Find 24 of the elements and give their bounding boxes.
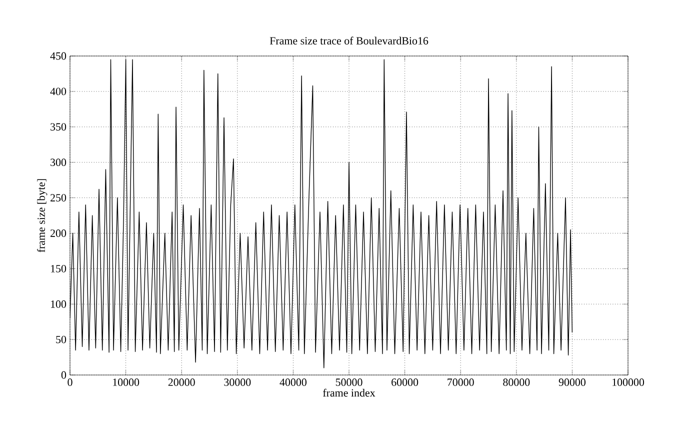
x-axis-title: frame index [323, 388, 376, 397]
x-tick-label: 30000 [224, 378, 251, 386]
chart-title: Frame size trace of BoulevardBio16 [270, 36, 428, 45]
y-tick-label: 400 [50, 88, 66, 96]
x-tick-label: 90000 [558, 378, 586, 386]
y-tick-label: 0 [61, 371, 66, 379]
x-tick-label: 70000 [448, 378, 474, 386]
x-tick-label: 10000 [113, 378, 140, 386]
y-tick-label: 300 [50, 158, 66, 166]
x-tick-label: 80000 [503, 378, 530, 386]
y-tick-label: 350 [50, 123, 66, 131]
y-axis-title: frame size [byte] [37, 179, 48, 252]
y-tick-label: 450 [50, 52, 66, 60]
y-tick-label: 100 [51, 300, 66, 308]
x-tick-label: 50000 [336, 378, 362, 386]
x-tick-label: 100000 [612, 378, 644, 386]
x-tick-label: 0 [68, 378, 72, 386]
y-tick-label: 250 [50, 194, 66, 202]
x-tick-label: 40000 [280, 378, 306, 386]
y-tick-label: 200 [50, 230, 66, 237]
x-tick-label: 60000 [392, 378, 418, 386]
y-tick-label: 50 [56, 336, 66, 344]
y-tick-label: 150 [51, 264, 66, 272]
x-tick-label: 20000 [168, 378, 195, 386]
